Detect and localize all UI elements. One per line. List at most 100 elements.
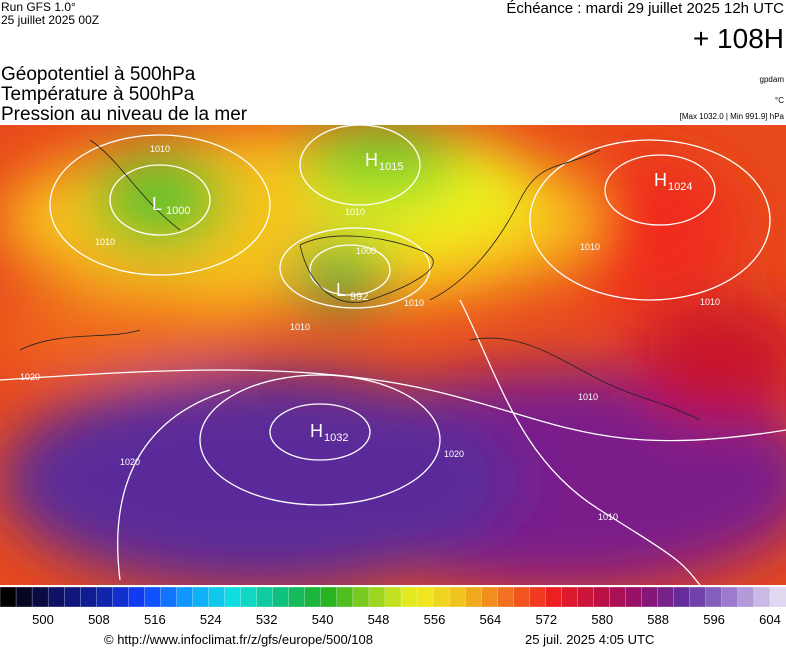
pressure-center-letter: H bbox=[365, 150, 378, 170]
colorbar: 500 508 516 524 532 540 548 556 564 572 580 588 596 6… bbox=[0, 586, 786, 627]
colorbar-swatch bbox=[689, 586, 707, 608]
colorbar-swatch bbox=[448, 586, 466, 608]
colorbar-swatch bbox=[160, 586, 178, 608]
colorbar-swatch bbox=[128, 586, 146, 608]
pressure-center-letter: L bbox=[336, 280, 346, 300]
isobar-label: 1010 bbox=[580, 242, 600, 252]
colorbar-swatch bbox=[272, 586, 290, 608]
isobar-label: 1020 bbox=[120, 457, 140, 467]
pressure-center-value: 1015 bbox=[379, 161, 403, 173]
colorbar-swatch bbox=[47, 586, 65, 608]
footer-timestamp: 25 juil. 2025 4:05 UTC bbox=[525, 632, 654, 647]
colorbar-swatch bbox=[384, 586, 402, 608]
colorbar-tick-label: 580 bbox=[591, 612, 613, 627]
colorbar-swatch bbox=[240, 586, 258, 608]
map bbox=[0, 125, 786, 585]
colorbar-swatch bbox=[432, 586, 450, 608]
isobar-label: 1010 bbox=[95, 237, 115, 247]
colorbar-swatch bbox=[320, 586, 338, 608]
colorbar-swatch bbox=[288, 586, 306, 608]
colorbar-swatch bbox=[368, 586, 386, 608]
unit: gpdam bbox=[760, 75, 785, 84]
pressure-center-value: 992 bbox=[350, 291, 368, 303]
colorbar-swatch bbox=[416, 586, 434, 608]
colorbar-swatch bbox=[577, 586, 595, 608]
colorbar-swatch bbox=[64, 586, 81, 608]
colorbar-tick-label: 532 bbox=[256, 612, 278, 627]
colorbar-swatch bbox=[208, 586, 226, 608]
isobar-label: 1010 bbox=[578, 392, 598, 402]
isobar-label: 1010 bbox=[700, 297, 720, 307]
isobar-label: 1000 bbox=[356, 246, 376, 256]
colorbar-swatch bbox=[465, 586, 482, 608]
colorbar-swatch bbox=[256, 586, 274, 608]
colorbar-swatch bbox=[705, 586, 723, 608]
colorbar-tick-label: 524 bbox=[200, 612, 222, 627]
colorbar-swatch bbox=[144, 586, 162, 608]
colorbar-swatch bbox=[0, 586, 17, 608]
unit: [Max 1032.0 | Min 991.9] hPa bbox=[680, 112, 785, 121]
colorbar-swatch bbox=[304, 586, 322, 608]
colorbar-swatch bbox=[336, 586, 354, 608]
isobar-label: 1020 bbox=[444, 449, 464, 459]
isobar-label: 1010 bbox=[345, 207, 365, 217]
echeance: Échéance : mardi 29 juillet 2025 12h UTC bbox=[506, 0, 784, 17]
colorbar-swatch bbox=[497, 586, 514, 608]
isobar-label: 1010 bbox=[150, 144, 170, 154]
unit: °C bbox=[775, 96, 784, 105]
layer-title: Pression au niveau de la mer bbox=[1, 104, 248, 125]
colorbar-swatch bbox=[352, 586, 370, 608]
colorbar-swatch bbox=[96, 586, 113, 608]
colorbar-tick-label: 548 bbox=[368, 612, 390, 627]
colorbar-swatch bbox=[625, 586, 643, 608]
colorbar-swatch bbox=[80, 586, 97, 608]
colorbar-tick-label: 572 bbox=[535, 612, 557, 627]
colorbar-swatch bbox=[224, 586, 242, 608]
pressure-center-value: 1032 bbox=[324, 432, 348, 444]
pressure-center-letter: H bbox=[310, 421, 323, 441]
colorbar-swatch bbox=[545, 586, 563, 608]
isobar-label: 1010 bbox=[404, 298, 424, 308]
colorbar-swatch bbox=[31, 586, 49, 608]
colorbar-tick-label: 500 bbox=[32, 612, 54, 627]
pressure-center-value: 1000 bbox=[166, 205, 190, 217]
colorbar-swatch bbox=[561, 586, 579, 608]
colorbar-swatch bbox=[641, 586, 659, 608]
colorbar-tick-label: 508 bbox=[88, 612, 110, 627]
layer-title: Géopotentiel à 500hPa bbox=[1, 64, 196, 85]
pressure-center-letter: L bbox=[152, 194, 162, 214]
pressure-center-letter: H bbox=[654, 170, 667, 190]
colorbar-swatch bbox=[400, 586, 418, 608]
isobar-label: 1020 bbox=[20, 372, 40, 382]
lead-time: + 108H bbox=[693, 23, 784, 54]
colorbar-swatch bbox=[529, 586, 547, 608]
footer-url: © http://www.infoclimat.fr/z/gfs/europe/… bbox=[104, 632, 373, 647]
colorbar-swatch bbox=[192, 586, 210, 608]
colorbar-swatch bbox=[753, 586, 771, 608]
colorbar-swatch bbox=[593, 586, 611, 608]
colorbar-swatch bbox=[176, 586, 194, 608]
colorbar-tick-label: 596 bbox=[703, 612, 725, 627]
colorbar-swatch bbox=[609, 586, 627, 608]
colorbar-swatch bbox=[112, 586, 129, 608]
colorbar-swatch bbox=[673, 586, 691, 608]
layer-title: Température à 500hPa bbox=[1, 84, 195, 105]
colorbar-swatch bbox=[769, 586, 786, 608]
pressure-center-value: 1024 bbox=[668, 181, 692, 193]
colorbar-swatch bbox=[737, 586, 755, 608]
colorbar-swatch bbox=[513, 586, 530, 608]
colorbar-tick-label: 556 bbox=[424, 612, 446, 627]
colorbar-tick-label: 516 bbox=[144, 612, 166, 627]
colorbar-swatch bbox=[15, 586, 33, 608]
isobar-label: 1010 bbox=[290, 322, 310, 332]
colorbar-tick-label: 604 bbox=[759, 612, 781, 627]
colorbar-swatch bbox=[481, 586, 498, 608]
run-date: 25 juillet 2025 00Z bbox=[1, 13, 99, 27]
isobar-label: 1010 bbox=[598, 512, 618, 522]
colorbar-swatch bbox=[721, 586, 739, 608]
run: Run GFS 1.0° bbox=[1, 0, 76, 14]
colorbar-tick-label: 588 bbox=[647, 612, 669, 627]
colorbar-swatch bbox=[657, 586, 675, 608]
colorbar-tick-label: 540 bbox=[312, 612, 334, 627]
